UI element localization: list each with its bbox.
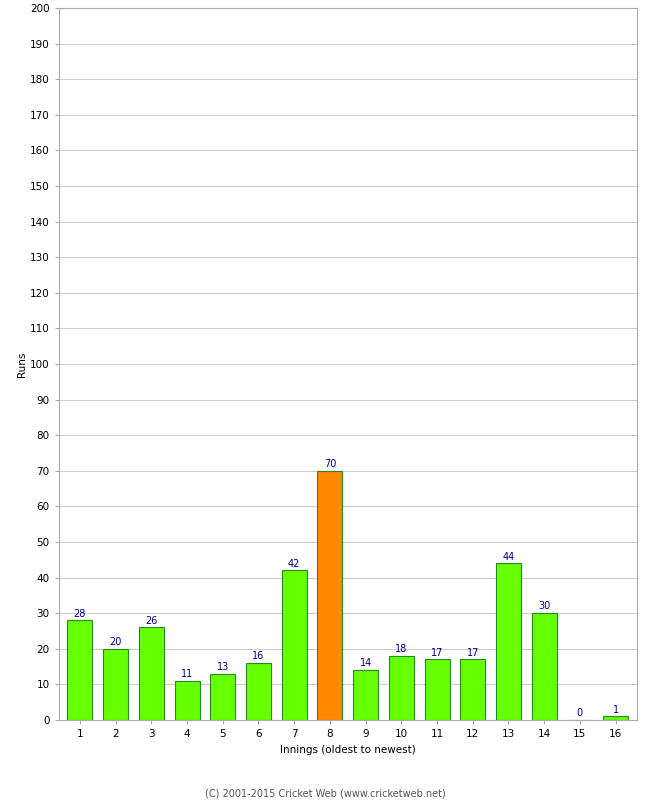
Bar: [68, 620, 92, 720]
Text: 70: 70: [324, 459, 336, 469]
Text: (C) 2001-2015 Cricket Web (www.cricketweb.net): (C) 2001-2015 Cricket Web (www.cricketwe…: [205, 788, 445, 798]
Bar: [103, 649, 128, 720]
Bar: [532, 613, 556, 720]
Bar: [424, 659, 450, 720]
Bar: [496, 563, 521, 720]
Bar: [210, 674, 235, 720]
Text: 30: 30: [538, 602, 551, 611]
Text: 13: 13: [216, 662, 229, 672]
Text: 18: 18: [395, 644, 408, 654]
Text: 0: 0: [577, 708, 583, 718]
Bar: [281, 570, 307, 720]
Text: 11: 11: [181, 669, 193, 679]
Text: 26: 26: [145, 616, 157, 626]
Text: 16: 16: [252, 651, 265, 662]
Bar: [317, 470, 343, 720]
Text: 20: 20: [109, 637, 122, 647]
X-axis label: Innings (oldest to newest): Innings (oldest to newest): [280, 745, 415, 754]
Y-axis label: Runs: Runs: [17, 351, 27, 377]
Text: 28: 28: [73, 609, 86, 618]
Bar: [460, 659, 486, 720]
Bar: [139, 627, 164, 720]
Text: 17: 17: [467, 648, 479, 658]
Text: 14: 14: [359, 658, 372, 668]
Text: 42: 42: [288, 558, 300, 569]
Bar: [175, 681, 200, 720]
Bar: [603, 717, 628, 720]
Text: 1: 1: [612, 705, 619, 714]
Bar: [353, 670, 378, 720]
Text: 17: 17: [431, 648, 443, 658]
Bar: [389, 656, 414, 720]
Bar: [246, 663, 271, 720]
Text: 44: 44: [502, 551, 515, 562]
